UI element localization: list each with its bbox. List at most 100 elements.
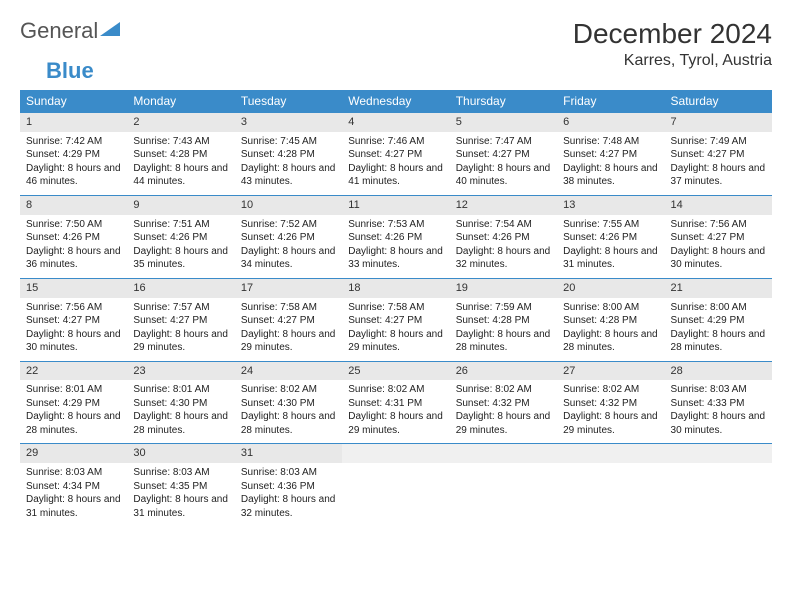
day-details: Sunrise: 7:55 AMSunset: 4:26 PMDaylight:…: [557, 215, 664, 278]
day-number: 24: [235, 362, 342, 381]
calendar-day-cell: 16Sunrise: 7:57 AMSunset: 4:27 PMDayligh…: [127, 278, 234, 361]
calendar-day-cell: 13Sunrise: 7:55 AMSunset: 4:26 PMDayligh…: [557, 195, 664, 278]
day-details: Sunrise: 7:58 AMSunset: 4:27 PMDaylight:…: [235, 298, 342, 361]
day-number: 2: [127, 113, 234, 132]
daylight-line: Daylight: 8 hours and 31 minutes.: [26, 493, 121, 520]
calendar-day-cell: 29Sunrise: 8:03 AMSunset: 4:34 PMDayligh…: [20, 444, 127, 526]
calendar-empty-cell: [342, 444, 449, 526]
sunrise-line: Sunrise: 7:57 AM: [133, 301, 228, 315]
sunset-line: Sunset: 4:30 PM: [133, 397, 228, 411]
daylight-line: Daylight: 8 hours and 30 minutes.: [26, 328, 121, 355]
sunset-line: Sunset: 4:27 PM: [671, 148, 766, 162]
calendar-day-cell: 27 Sunrise: 8:02 AMSunset: 4:32 PMDayligh…: [557, 361, 664, 444]
weekday-header: Sunday: [20, 90, 127, 113]
logo: General: [20, 18, 122, 44]
sunrise-line: Sunrise: 7:56 AM: [671, 218, 766, 232]
calendar-day-cell: 21 Sunrise: 8:00 AMSunset: 4:29 PMDayligh…: [665, 278, 772, 361]
day-number: 9: [127, 196, 234, 215]
calendar-day-cell: 2Sunrise: 7:43 AMSunset: 4:28 PMDaylight…: [127, 113, 234, 196]
sunrise-line: Sunrise: 7:47 AM: [456, 135, 551, 149]
calendar-empty-cell: [557, 444, 664, 526]
calendar-day-cell: 19Sunrise: 7:59 AMSunset: 4:28 PMDayligh…: [450, 278, 557, 361]
calendar-day-cell: 30Sunrise: 8:03 AMSunset: 4:35 PMDayligh…: [127, 444, 234, 526]
daylight-line: Daylight: 8 hours and 30 minutes.: [671, 245, 766, 272]
sunset-line: Sunset: 4:26 PM: [241, 231, 336, 245]
daylight-line: Daylight: 8 hours and 44 minutes.: [133, 162, 228, 189]
calendar-day-cell: 3Sunrise: 7:45 AMSunset: 4:28 PMDaylight…: [235, 113, 342, 196]
sunrise-line: Sunrise: 7:49 AM: [671, 135, 766, 149]
daylight-line: Daylight: 8 hours and 33 minutes.: [348, 245, 443, 272]
sunrise-line: Sunrise: 7:48 AM: [563, 135, 658, 149]
day-details: Sunrise: 8:03 AMSunset: 4:33 PMDaylight:…: [665, 380, 772, 443]
day-number: 27: [557, 362, 664, 381]
sunset-line: Sunset: 4:27 PM: [348, 148, 443, 162]
sunrise-line: Sunrise: 7:51 AM: [133, 218, 228, 232]
calendar-day-cell: 9Sunrise: 7:51 AMSunset: 4:26 PMDaylight…: [127, 195, 234, 278]
daylight-line: Daylight: 8 hours and 38 minutes.: [563, 162, 658, 189]
sunset-line: Sunset: 4:27 PM: [133, 314, 228, 328]
sunset-line: Sunset: 4:30 PM: [241, 397, 336, 411]
daylight-line: Daylight: 8 hours and 43 minutes.: [241, 162, 336, 189]
sunrise-line: Sunrise: 7:42 AM: [26, 135, 121, 149]
logo-word1: General: [20, 18, 98, 44]
calendar-day-cell: 1Sunrise: 7:42 AMSunset: 4:29 PMDaylight…: [20, 113, 127, 196]
day-number: 10: [235, 196, 342, 215]
sunset-line: Sunset: 4:29 PM: [26, 148, 121, 162]
day-details: Sunrise: 8:02 AMSunset: 4:31 PMDaylight:…: [342, 380, 449, 443]
daylight-line: Daylight: 8 hours and 28 minutes.: [133, 410, 228, 437]
day-details: Sunrise: 8:03 AMSunset: 4:36 PMDaylight:…: [235, 463, 342, 526]
calendar-week-row: 22Sunrise: 8:01 AMSunset: 4:29 PMDayligh…: [20, 361, 772, 444]
sunset-line: Sunset: 4:26 PM: [563, 231, 658, 245]
sunset-line: Sunset: 4:27 PM: [456, 148, 551, 162]
daylight-line: Daylight: 8 hours and 29 minutes.: [241, 328, 336, 355]
day-details: Sunrise: 7:45 AMSunset: 4:28 PMDaylight:…: [235, 132, 342, 195]
day-details: Sunrise: 8:03 AMSunset: 4:35 PMDaylight:…: [127, 463, 234, 526]
daylight-line: Daylight: 8 hours and 29 minutes.: [563, 410, 658, 437]
calendar-day-cell: 22Sunrise: 8:01 AMSunset: 4:29 PMDayligh…: [20, 361, 127, 444]
sunrise-line: Sunrise: 8:00 AM: [671, 301, 766, 315]
sunrise-line: Sunrise: 8:00 AM: [563, 301, 658, 315]
day-number: 11: [342, 196, 449, 215]
sunset-line: Sunset: 4:32 PM: [456, 397, 551, 411]
sunrise-line: Sunrise: 7:50 AM: [26, 218, 121, 232]
calendar-week-row: 29Sunrise: 8:03 AMSunset: 4:34 PMDayligh…: [20, 444, 772, 526]
day-number: 14: [665, 196, 772, 215]
sunset-line: Sunset: 4:27 PM: [26, 314, 121, 328]
day-number: 28: [665, 362, 772, 381]
sunset-line: Sunset: 4:29 PM: [26, 397, 121, 411]
sunrise-line: Sunrise: 8:02 AM: [456, 383, 551, 397]
daylight-line: Daylight: 8 hours and 28 minutes.: [26, 410, 121, 437]
day-number: 17: [235, 279, 342, 298]
sunset-line: Sunset: 4:33 PM: [671, 397, 766, 411]
calendar-day-cell: 11Sunrise: 7:53 AMSunset: 4:26 PMDayligh…: [342, 195, 449, 278]
day-number: 12: [450, 196, 557, 215]
calendar-day-cell: 26Sunrise: 8:02 AMSunset: 4:32 PMDayligh…: [450, 361, 557, 444]
day-details: Sunrise: 7:48 AMSunset: 4:27 PMDaylight:…: [557, 132, 664, 195]
sunset-line: Sunset: 4:34 PM: [26, 480, 121, 494]
daylight-line: Daylight: 8 hours and 28 minutes.: [456, 328, 551, 355]
day-number: 20: [557, 279, 664, 298]
day-number: 4: [342, 113, 449, 132]
day-details: Sunrise: 7:57 AMSunset: 4:27 PMDaylight:…: [127, 298, 234, 361]
sunset-line: Sunset: 4:36 PM: [241, 480, 336, 494]
weekday-header: Thursday: [450, 90, 557, 113]
daylight-line: Daylight: 8 hours and 34 minutes.: [241, 245, 336, 272]
sunset-line: Sunset: 4:29 PM: [671, 314, 766, 328]
sunset-line: Sunset: 4:27 PM: [348, 314, 443, 328]
day-details: Sunrise: 7:54 AMSunset: 4:26 PMDaylight:…: [450, 215, 557, 278]
day-details: Sunrise: 8:03 AMSunset: 4:34 PMDaylight:…: [20, 463, 127, 526]
day-number: 21: [665, 279, 772, 298]
calendar-day-cell: 18Sunrise: 7:58 AMSunset: 4:27 PMDayligh…: [342, 278, 449, 361]
day-details: Sunrise: 8:01 AMSunset: 4:29 PMDaylight:…: [20, 380, 127, 443]
day-details: Sunrise: 7:58 AMSunset: 4:27 PMDaylight:…: [342, 298, 449, 361]
day-number: 31: [235, 444, 342, 463]
daylight-line: Daylight: 8 hours and 28 minutes.: [671, 328, 766, 355]
sunset-line: Sunset: 4:32 PM: [563, 397, 658, 411]
sunrise-line: Sunrise: 8:02 AM: [563, 383, 658, 397]
day-details: Sunrise: 7:51 AMSunset: 4:26 PMDaylight:…: [127, 215, 234, 278]
sunrise-line: Sunrise: 8:02 AM: [241, 383, 336, 397]
day-details: Sunrise: 8:00 AMSunset: 4:28 PMDaylight:…: [557, 298, 664, 361]
daylight-line: Daylight: 8 hours and 31 minutes.: [563, 245, 658, 272]
day-details: Sunrise: 7:42 AMSunset: 4:29 PMDaylight:…: [20, 132, 127, 195]
location: Karres, Tyrol, Austria: [573, 52, 772, 70]
